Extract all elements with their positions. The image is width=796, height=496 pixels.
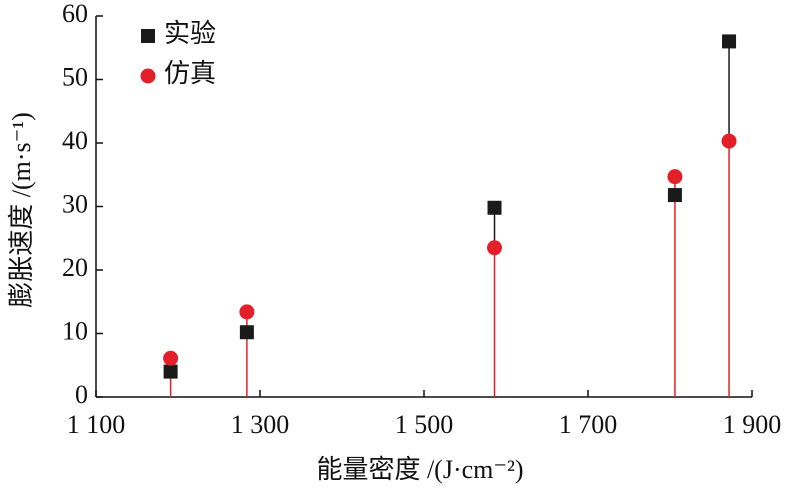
point [722,34,737,49]
point [163,364,178,379]
x-tick-label: 1 300 [231,410,290,439]
y-tick-label: 20 [62,253,88,282]
point [487,240,503,256]
legend-label: 仿真 [164,59,216,88]
y-tick-label: 0 [75,380,88,409]
point [667,169,683,185]
point [667,188,682,203]
x-tick-label: 1 700 [559,410,618,439]
x-axis-label: 能量密度 /(J·cm⁻²) [316,455,523,484]
point [163,350,179,366]
x-tick-label: 1 900 [723,410,782,439]
y-tick-label: 40 [62,126,88,155]
y-tick-label: 10 [62,316,88,345]
point [239,304,255,320]
y-tick-label: 30 [62,189,88,218]
x-tick-label: 1 100 [67,410,126,439]
legend-label: 实验 [164,19,216,48]
y-axis-label: 膨胀速度 /(m·s⁻¹) [7,112,36,308]
point [239,325,254,340]
point [487,200,502,215]
legend-marker [141,29,155,43]
x-tick-label: 1 500 [395,410,454,439]
y-tick-label: 50 [62,62,88,91]
legend-marker [140,68,156,84]
y-tick-label: 60 [62,0,88,28]
point [721,133,737,149]
